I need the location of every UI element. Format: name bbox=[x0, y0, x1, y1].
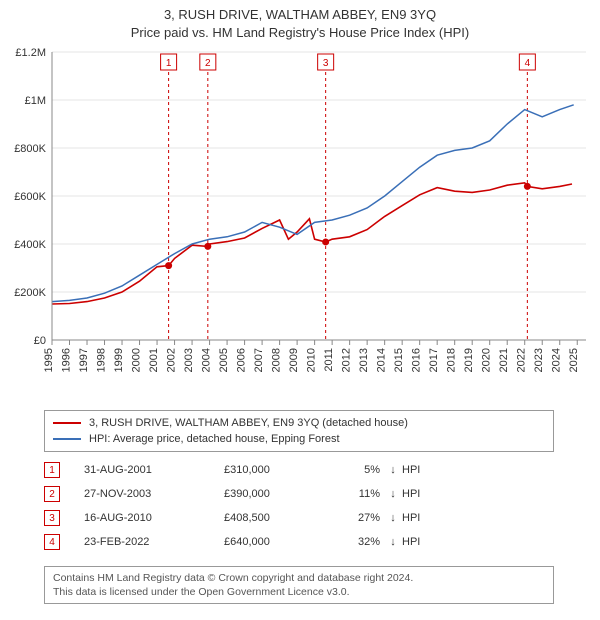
chart-svg: £0 £200K £400K £600K £800K £1M £1.2M 1 2 3 4 1995 19… bbox=[0, 44, 600, 404]
svg-text:1999: 1999 bbox=[113, 348, 125, 372]
svg-text:2011: 2011 bbox=[323, 348, 335, 372]
svg-text:£200K: £200K bbox=[14, 287, 46, 299]
title-address: 3, RUSH DRIVE, WALTHAM ABBEY, EN9 3YQ bbox=[10, 6, 590, 24]
table-row: 2 27-NOV-2003 £390,000 11% ↓ HPI bbox=[44, 482, 554, 506]
down-arrow-icon: ↓ bbox=[384, 464, 402, 476]
svg-text:1997: 1997 bbox=[78, 348, 90, 372]
sale-price: £640,000 bbox=[224, 536, 324, 548]
title-subtitle: Price paid vs. HM Land Registry's House … bbox=[10, 24, 590, 42]
svg-text:2018: 2018 bbox=[446, 348, 458, 372]
sale-marker-icon: 1 bbox=[44, 462, 60, 478]
footer-line: Contains HM Land Registry data © Crown c… bbox=[53, 571, 545, 585]
svg-text:2010: 2010 bbox=[306, 348, 318, 372]
table-row: 3 16-AUG-2010 £408,500 27% ↓ HPI bbox=[44, 506, 554, 530]
svg-text:2017: 2017 bbox=[428, 348, 440, 372]
svg-text:2020: 2020 bbox=[481, 348, 493, 372]
sale-vs-hpi: HPI bbox=[402, 488, 442, 500]
svg-text:2013: 2013 bbox=[358, 348, 370, 372]
sale-delta: 27% bbox=[324, 512, 384, 524]
svg-text:2008: 2008 bbox=[271, 348, 283, 372]
down-arrow-icon: ↓ bbox=[384, 536, 402, 548]
svg-text:2024: 2024 bbox=[551, 348, 563, 372]
legend-swatch-property bbox=[53, 422, 81, 424]
svg-text:1998: 1998 bbox=[96, 348, 108, 372]
sale-marker-icon: 4 bbox=[44, 534, 60, 550]
svg-text:2002: 2002 bbox=[166, 348, 178, 372]
down-arrow-icon: ↓ bbox=[384, 512, 402, 524]
sale-vs-hpi: HPI bbox=[402, 464, 442, 476]
svg-text:2023: 2023 bbox=[533, 348, 545, 372]
svg-text:2007: 2007 bbox=[253, 348, 265, 372]
svg-text:2006: 2006 bbox=[236, 348, 248, 372]
svg-text:2021: 2021 bbox=[498, 348, 510, 372]
sale-marker-icon: 2 bbox=[44, 486, 60, 502]
sale-price: £310,000 bbox=[224, 464, 324, 476]
sale-delta: 32% bbox=[324, 536, 384, 548]
legend-box: 3, RUSH DRIVE, WALTHAM ABBEY, EN9 3YQ (d… bbox=[44, 410, 554, 452]
svg-text:2: 2 bbox=[205, 58, 211, 69]
sale-marker-icon: 3 bbox=[44, 510, 60, 526]
sale-delta: 11% bbox=[324, 488, 384, 500]
svg-text:2009: 2009 bbox=[288, 348, 300, 372]
svg-text:2022: 2022 bbox=[516, 348, 528, 372]
svg-text:2025: 2025 bbox=[568, 348, 580, 372]
svg-text:2001: 2001 bbox=[148, 348, 160, 372]
svg-text:1996: 1996 bbox=[61, 348, 73, 372]
legend-swatch-hpi bbox=[53, 438, 81, 440]
svg-text:£1M: £1M bbox=[25, 95, 46, 107]
svg-text:4: 4 bbox=[525, 58, 531, 69]
svg-text:2000: 2000 bbox=[131, 348, 143, 372]
footer-attribution: Contains HM Land Registry data © Crown c… bbox=[44, 566, 554, 604]
svg-text:2005: 2005 bbox=[218, 348, 230, 372]
svg-text:1: 1 bbox=[166, 58, 172, 69]
sale-date: 23-FEB-2022 bbox=[84, 536, 224, 548]
sale-price: £390,000 bbox=[224, 488, 324, 500]
down-arrow-icon: ↓ bbox=[384, 488, 402, 500]
svg-text:3: 3 bbox=[323, 58, 329, 69]
svg-text:2003: 2003 bbox=[183, 348, 195, 372]
footer-line: This data is licensed under the Open Gov… bbox=[53, 585, 545, 599]
svg-text:£800K: £800K bbox=[14, 143, 46, 155]
svg-text:2015: 2015 bbox=[393, 348, 405, 372]
svg-text:£400K: £400K bbox=[14, 239, 46, 251]
svg-text:2004: 2004 bbox=[201, 348, 213, 372]
legend-row: 3, RUSH DRIVE, WALTHAM ABBEY, EN9 3YQ (d… bbox=[53, 415, 545, 431]
sale-date: 31-AUG-2001 bbox=[84, 464, 224, 476]
legend-row: HPI: Average price, detached house, Eppi… bbox=[53, 431, 545, 447]
svg-text:2016: 2016 bbox=[411, 348, 423, 372]
legend-label-hpi: HPI: Average price, detached house, Eppi… bbox=[89, 433, 340, 445]
svg-text:2012: 2012 bbox=[341, 348, 353, 372]
svg-text:£0: £0 bbox=[34, 335, 46, 347]
table-row: 1 31-AUG-2001 £310,000 5% ↓ HPI bbox=[44, 458, 554, 482]
svg-text:2014: 2014 bbox=[376, 348, 388, 372]
sale-vs-hpi: HPI bbox=[402, 536, 442, 548]
sale-date: 16-AUG-2010 bbox=[84, 512, 224, 524]
svg-text:2019: 2019 bbox=[463, 348, 475, 372]
svg-text:£1.2M: £1.2M bbox=[15, 47, 46, 59]
svg-text:1995: 1995 bbox=[43, 348, 55, 372]
legend-label-property: 3, RUSH DRIVE, WALTHAM ABBEY, EN9 3YQ (d… bbox=[89, 417, 408, 429]
svg-text:£600K: £600K bbox=[14, 191, 46, 203]
sale-date: 27-NOV-2003 bbox=[84, 488, 224, 500]
table-row: 4 23-FEB-2022 £640,000 32% ↓ HPI bbox=[44, 530, 554, 554]
sales-table: 1 31-AUG-2001 £310,000 5% ↓ HPI 2 27-NOV… bbox=[44, 458, 554, 554]
chart-area: £0 £200K £400K £600K £800K £1M £1.2M 1 2 3 4 1995 19… bbox=[0, 44, 600, 404]
sale-price: £408,500 bbox=[224, 512, 324, 524]
sale-delta: 5% bbox=[324, 464, 384, 476]
chart-title-block: 3, RUSH DRIVE, WALTHAM ABBEY, EN9 3YQ Pr… bbox=[0, 0, 600, 43]
sale-vs-hpi: HPI bbox=[402, 512, 442, 524]
